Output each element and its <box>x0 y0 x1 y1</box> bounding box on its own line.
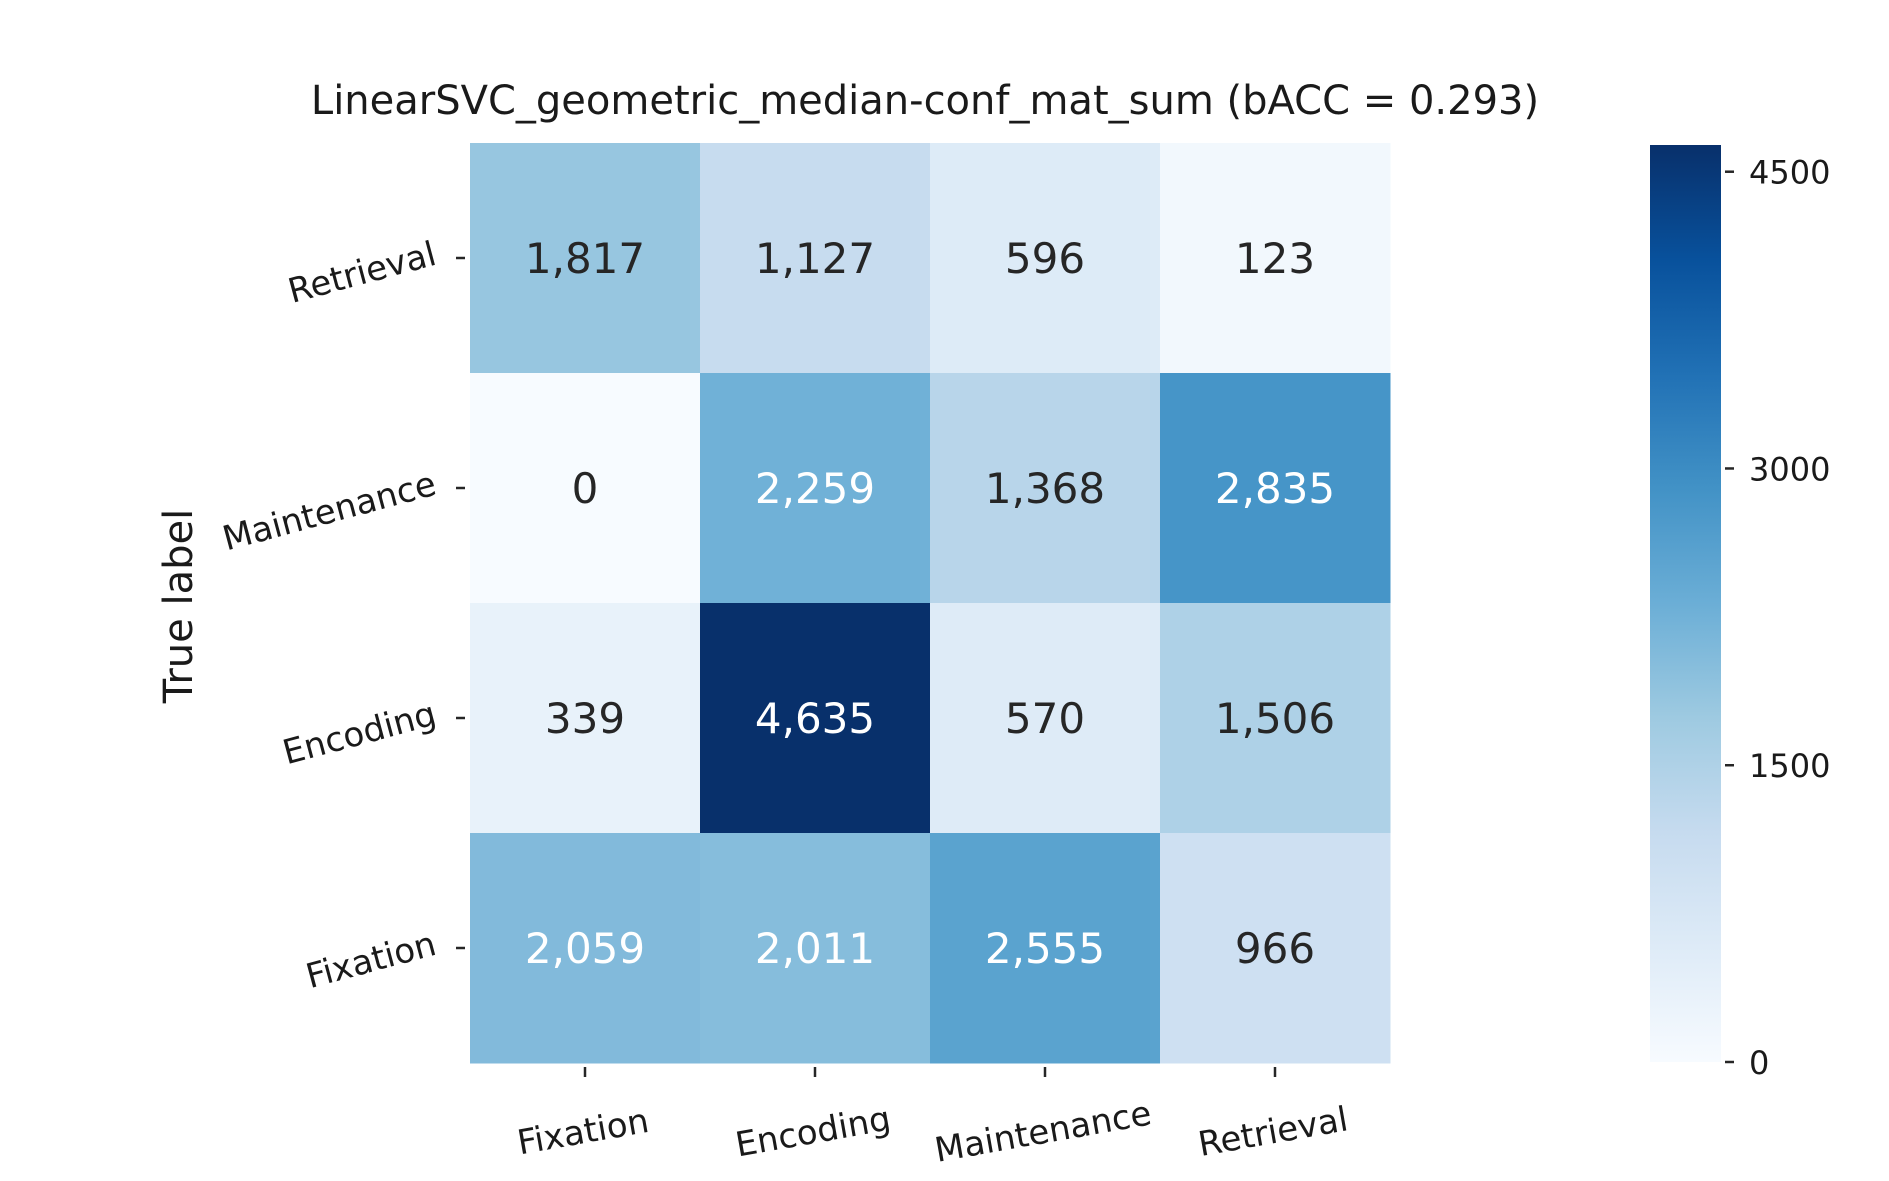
heatmap-cells <box>470 143 1391 1064</box>
heatmap-cell <box>700 833 931 1064</box>
y-tick-label: Encoding <box>279 694 441 773</box>
colorbar-ticks: 0 1500 3000 4500 <box>1725 154 1830 1082</box>
heatmap-cell <box>700 603 931 834</box>
heatmap-cell <box>470 833 701 1064</box>
x-tick-label: Retrieval <box>1195 1099 1351 1165</box>
cell-value-label: 1,368 <box>985 464 1105 513</box>
colorbar-tick-label: 3000 <box>1749 450 1830 488</box>
x-tick-label: Encoding <box>732 1099 893 1166</box>
heatmap-cell <box>930 603 1161 834</box>
cell-value-label: 4,635 <box>755 694 875 743</box>
colorbar-tick-label: 1500 <box>1749 747 1830 785</box>
cell-value-label: 2,259 <box>755 464 875 513</box>
x-tick-label: Maintenance <box>932 1093 1155 1170</box>
y-axis-ticks: Retrieval Maintenance Encoding Fixation <box>218 234 465 997</box>
cell-value-label: 0 <box>572 464 599 513</box>
heatmap-cell <box>700 373 931 604</box>
heatmap-cell <box>1160 143 1391 374</box>
cell-value-label: 1,817 <box>525 234 645 283</box>
cell-value-label: 339 <box>545 694 625 743</box>
colorbar-tick-label: 0 <box>1749 1044 1769 1082</box>
heatmap-cell <box>470 143 701 374</box>
x-axis-ticks: Fixation Encoding Maintenance Retrieval <box>514 1067 1351 1171</box>
heatmap-cell <box>1160 603 1391 834</box>
heatmap-cell <box>1160 833 1391 1064</box>
cell-value-label: 596 <box>1005 234 1085 283</box>
x-tick-label: Fixation <box>514 1101 652 1163</box>
y-axis-label: True label <box>156 509 202 704</box>
cell-value-label: 966 <box>1235 924 1315 973</box>
colorbar <box>1650 145 1721 1062</box>
cell-value-label: 2,555 <box>985 924 1105 973</box>
cell-value-labels: 1,817 1,127 596 123 0 2,259 1,368 2,835 339 4,635… <box>525 234 1335 973</box>
heatmap-cell <box>930 373 1161 604</box>
heatmap-cell <box>930 833 1161 1064</box>
colorbar-tick-label: 4500 <box>1749 154 1830 192</box>
y-tick-label: Retrieval <box>284 234 440 312</box>
cell-value-label: 123 <box>1235 234 1315 283</box>
cell-value-label: 1,506 <box>1215 694 1335 743</box>
cell-value-label: 2,011 <box>755 924 875 973</box>
y-tick-label: Maintenance <box>218 464 440 559</box>
heatmap-cell <box>470 603 701 834</box>
y-tick-label: Fixation <box>302 924 440 997</box>
heatmap-cell <box>700 143 931 374</box>
heatmap-cell <box>1160 373 1391 604</box>
cell-value-label: 2,059 <box>525 924 645 973</box>
chart-title: LinearSVC_geometric_median-conf_mat_sum … <box>311 78 1539 124</box>
cell-value-label: 570 <box>1005 694 1085 743</box>
heatmap-cell <box>930 143 1161 374</box>
heatmap-cell <box>470 373 701 604</box>
cell-value-label: 2,835 <box>1215 464 1335 513</box>
cell-value-label: 1,127 <box>755 234 875 283</box>
